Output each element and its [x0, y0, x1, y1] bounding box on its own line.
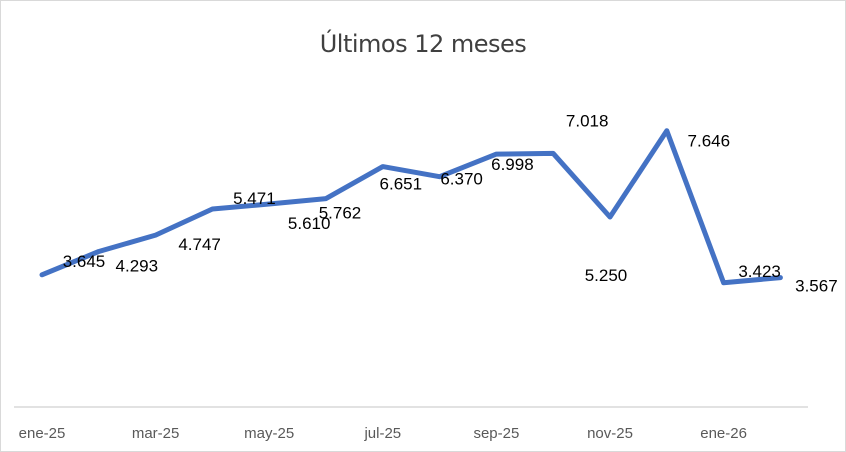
data-label: 7.018: [566, 111, 609, 130]
data-label: 3.645: [63, 252, 106, 271]
x-tick-label: ene-25: [19, 425, 66, 442]
data-label: 5.610: [288, 214, 331, 233]
x-tick-label: jul-25: [363, 425, 401, 442]
data-label: 5.762: [319, 204, 362, 223]
data-label: 6.370: [440, 170, 483, 189]
data-label: 3.423: [738, 262, 781, 281]
x-tick-label: mar-25: [132, 425, 180, 442]
series-line: [39, 128, 783, 286]
data-label: 5.250: [585, 266, 628, 285]
chart-title: Últimos 12 meses: [319, 30, 527, 58]
x-tick-label: ene-26: [700, 425, 747, 442]
x-tick-label: may-25: [244, 425, 294, 442]
data-label: 4.293: [116, 256, 159, 275]
data-label: 7.646: [688, 132, 731, 151]
data-label: 6.998: [491, 155, 534, 174]
x-axis-tick-labels: ene-25 mar-25 may-25 jul-25 sep-25 nov-25 ene-…: [19, 425, 747, 442]
data-label: 6.651: [380, 175, 423, 194]
data-label: 5.471: [233, 189, 276, 208]
data-label: 4.747: [178, 235, 221, 254]
x-tick-label: sep-25: [473, 425, 519, 442]
data-label: 3.567: [795, 277, 838, 296]
x-tick-label: nov-25: [587, 425, 633, 442]
